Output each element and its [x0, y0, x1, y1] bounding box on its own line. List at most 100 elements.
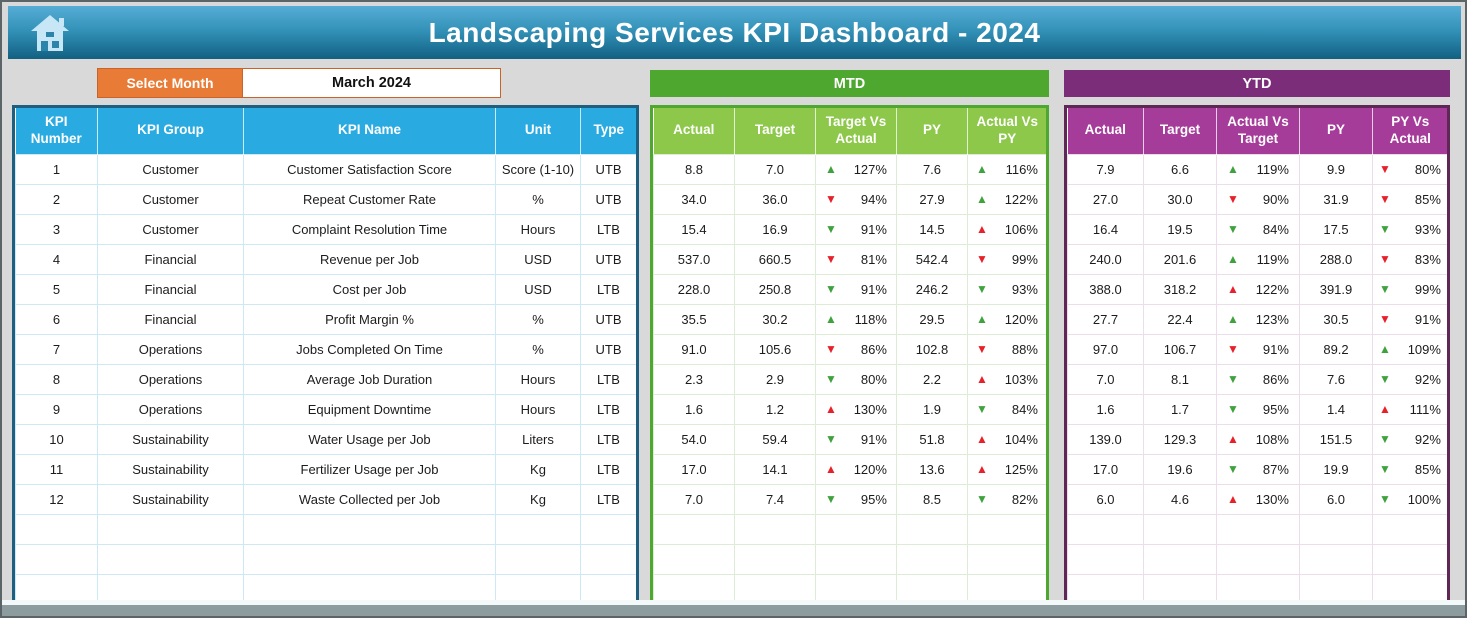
- variance-cell: ▲ 125%: [967, 453, 1046, 485]
- kpi-group-cell: [97, 513, 244, 545]
- kpi-name-cell: [243, 543, 496, 575]
- variance-cell: ▲ 130%: [815, 393, 897, 425]
- kpi-table: KPI Number KPI Group KPI Name Unit Type …: [12, 105, 639, 604]
- kpi-number-cell: 6: [15, 303, 98, 335]
- py-cell: 288.0: [1299, 243, 1373, 275]
- actual-cell: 228.0: [653, 273, 735, 305]
- kpi-group-cell: Operations: [97, 363, 244, 395]
- kpi-group-cell: [97, 543, 244, 575]
- table-row: 2 Customer Repeat Customer Rate% UTB: [15, 183, 636, 215]
- kpi-number-cell: [15, 543, 98, 575]
- actual-cell: 1.6: [1067, 393, 1144, 425]
- table-row: 1.6 1.7 ▼ 95% 1.4 ▲ 111%: [1067, 393, 1447, 425]
- ytd-header-row: Actual Target Actual Vs Target PY PY Vs …: [1067, 108, 1447, 154]
- py-cell: [1299, 543, 1373, 575]
- target-cell: 8.1: [1143, 363, 1217, 395]
- variance-cell: ▼ 95%: [815, 483, 897, 515]
- bottom-bar: [2, 605, 1465, 616]
- down-arrow-icon: ▼: [825, 342, 837, 357]
- variance-cell: ▼ 85%: [1372, 183, 1447, 215]
- target-cell: 129.3: [1143, 423, 1217, 455]
- mtd-table-body: 8.8 7.0 ▲ 127% 7.6 ▲ 116% 34.0 36.0 ▼ 94% 27.9 ▲ 122%…: [653, 153, 1046, 604]
- table-row: [15, 513, 636, 545]
- target-cell: [1143, 513, 1217, 545]
- variance-cell: ▼ 99%: [967, 243, 1046, 275]
- variance-cell: ▲ 116%: [967, 153, 1046, 185]
- table-row: 2.3 2.9 ▼ 80% 2.2 ▲ 103%: [653, 363, 1046, 395]
- up-arrow-icon: ▲: [825, 402, 837, 417]
- up-arrow-icon: ▲: [976, 162, 988, 177]
- kpi-name-cell: Cost per Job: [243, 273, 496, 305]
- table-row: 91.0 105.6 ▼ 86% 102.8 ▼ 88%: [653, 333, 1046, 365]
- home-icon[interactable]: [30, 14, 70, 52]
- actual-cell: 388.0: [1067, 273, 1144, 305]
- variance-cell: ▼ 86%: [1216, 363, 1300, 395]
- kpi-name-cell: Complaint Resolution Time: [243, 213, 496, 245]
- target-cell: 4.6: [1143, 483, 1217, 515]
- py-cell: 13.6: [896, 453, 968, 485]
- target-cell: 59.4: [734, 423, 816, 455]
- type-cell: LTB: [580, 363, 636, 395]
- table-row: [653, 573, 1046, 604]
- table-row: 7.9 6.6 ▲ 119% 9.9 ▼ 80%: [1067, 153, 1447, 185]
- target-cell: 660.5: [734, 243, 816, 275]
- unit-cell: %: [495, 333, 581, 365]
- py-cell: 27.9: [896, 183, 968, 215]
- variance-value: 95%: [860, 491, 887, 507]
- variance-cell: ▼ 91%: [815, 213, 897, 245]
- kpi-name-cell: Fertilizer Usage per Job: [243, 453, 496, 485]
- up-arrow-icon: ▲: [1227, 282, 1239, 297]
- variance-value: 90%: [1262, 191, 1289, 207]
- variance-value: 120%: [1004, 311, 1038, 327]
- kpi-group-cell: Financial: [97, 273, 244, 305]
- table-row: 6.0 4.6 ▲ 130% 6.0 ▼ 100%: [1067, 483, 1447, 515]
- table-row: 6 Financial Profit Margin %% UTB: [15, 303, 636, 335]
- up-arrow-icon: ▲: [976, 222, 988, 237]
- py-cell: 29.5: [896, 303, 968, 335]
- kpi-group-cell: Operations: [97, 393, 244, 425]
- col-type: Type: [580, 108, 636, 154]
- up-arrow-icon: ▲: [976, 432, 988, 447]
- variance-value: 99%: [1414, 281, 1441, 297]
- py-cell: 1.9: [896, 393, 968, 425]
- variance-cell: ▼ 85%: [1372, 453, 1447, 485]
- variance-cell: ▼ 100%: [1372, 483, 1447, 515]
- variance-value: 92%: [1414, 371, 1441, 387]
- type-cell: [580, 513, 636, 545]
- up-arrow-icon: ▲: [825, 462, 837, 477]
- variance-value: 111%: [1409, 401, 1441, 417]
- type-cell: LTB: [580, 273, 636, 305]
- kpi-group-cell: Customer: [97, 213, 244, 245]
- variance-cell: [1372, 513, 1447, 545]
- up-arrow-icon: ▲: [825, 312, 837, 327]
- kpi-name-cell: Repeat Customer Rate: [243, 183, 496, 215]
- variance-value: 119%: [1256, 161, 1289, 177]
- py-cell: 89.2: [1299, 333, 1373, 365]
- py-cell: 391.9: [1299, 273, 1373, 305]
- col-unit: Unit: [495, 108, 581, 154]
- py-cell: 246.2: [896, 273, 968, 305]
- variance-value: 86%: [1262, 371, 1289, 387]
- down-arrow-icon: ▼: [1379, 432, 1391, 447]
- target-cell: [734, 513, 816, 545]
- type-cell: LTB: [580, 483, 636, 515]
- actual-cell: 27.7: [1067, 303, 1144, 335]
- actual-cell: 8.8: [653, 153, 735, 185]
- month-dropdown[interactable]: March 2024: [243, 68, 501, 98]
- unit-cell: Kg: [495, 453, 581, 485]
- py-cell: 7.6: [896, 153, 968, 185]
- variance-value: 122%: [1004, 191, 1038, 207]
- target-cell: 30.0: [1143, 183, 1217, 215]
- kpi-number-cell: 12: [15, 483, 98, 515]
- variance-value: 93%: [1414, 221, 1441, 237]
- variance-value: 94%: [860, 191, 887, 207]
- variance-value: 95%: [1262, 401, 1289, 417]
- table-row: 35.5 30.2 ▲ 118% 29.5 ▲ 120%: [653, 303, 1046, 335]
- table-row: 27.7 22.4 ▲ 123% 30.5 ▼ 91%: [1067, 303, 1447, 335]
- title-bar: Landscaping Services KPI Dashboard - 202…: [8, 6, 1461, 59]
- variance-cell: ▼ 91%: [815, 273, 897, 305]
- mtd-table: Actual Target Target Vs Actual PY Actual…: [650, 105, 1049, 604]
- unit-cell: %: [495, 183, 581, 215]
- kpi-number-cell: 7: [15, 333, 98, 365]
- kpi-name-cell: Revenue per Job: [243, 243, 496, 275]
